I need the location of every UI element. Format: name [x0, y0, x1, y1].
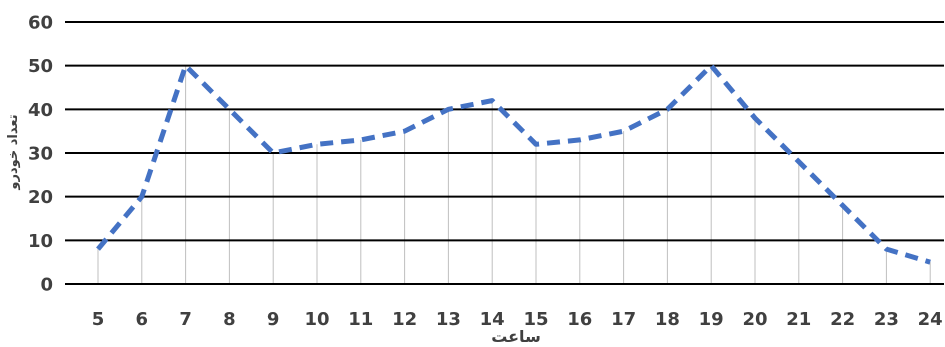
x-tick-label: 15: [523, 309, 548, 330]
x-tick-label: 12: [392, 309, 417, 330]
y-tick-label: 30: [28, 143, 53, 164]
x-tick-label: 10: [304, 309, 329, 330]
x-tick-label: 21: [786, 309, 811, 330]
gridlines: [65, 21, 944, 285]
y-tick-label: 0: [40, 274, 53, 295]
x-tick-label: 16: [567, 309, 592, 330]
y-axis-title: تعداد خودرو: [6, 114, 21, 190]
x-tick-label: 18: [655, 309, 680, 330]
x-tick-label: 17: [611, 309, 636, 330]
x-tick-label: 5: [92, 309, 105, 330]
x-tick-label: 13: [436, 309, 461, 330]
x-tick-labels: 5 6 7 8 9 10 11 12 13 14 15 16 17 18 19 20 21 22 23 24: [92, 309, 943, 330]
x-tick-label: 6: [136, 309, 149, 330]
y-tick-label: 50: [28, 56, 53, 77]
x-tick-label: 9: [267, 309, 280, 330]
x-tick-label: 23: [874, 309, 899, 330]
x-tick-label: 11: [348, 309, 373, 330]
y-tick-label: 20: [28, 187, 53, 208]
y-tick-label: 60: [28, 12, 53, 33]
x-axis-title: ساعت: [491, 327, 541, 346]
drop-lines: [97, 65, 931, 284]
x-tick-label: 24: [918, 309, 943, 330]
x-tick-label: 20: [742, 309, 767, 330]
series-line: [96, 63, 931, 265]
y-tick-label: 10: [28, 231, 53, 252]
x-tick-label: 8: [223, 309, 236, 330]
x-tick-label: 22: [830, 309, 855, 330]
y-tick-label: 40: [28, 100, 53, 121]
x-tick-label: 7: [179, 309, 192, 330]
series-group: [96, 63, 931, 265]
x-tick-label: 14: [480, 309, 505, 330]
y-tick-labels: 0 10 20 30 40 50 60: [28, 12, 53, 295]
x-tick-label: 19: [699, 309, 724, 330]
